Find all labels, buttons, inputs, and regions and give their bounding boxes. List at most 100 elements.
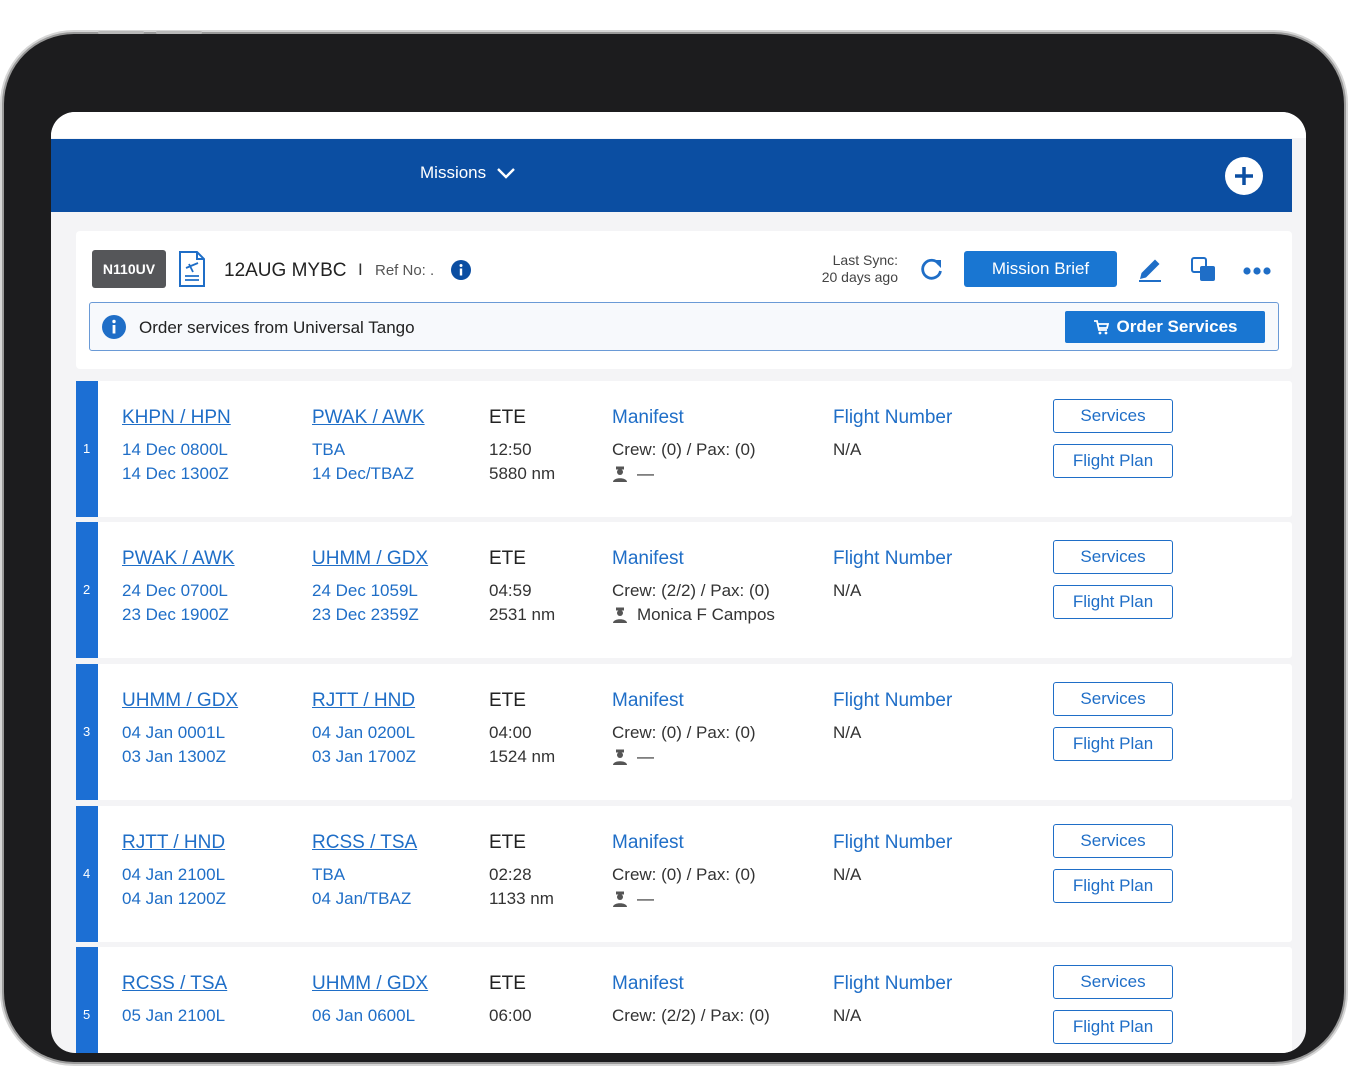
- manifest-column: Manifest Crew: (0) / Pax: (0) —: [612, 690, 756, 767]
- ete-label: ETE: [489, 407, 526, 428]
- flight-number-column: Flight Number N/A: [833, 690, 952, 745]
- info-icon[interactable]: [451, 260, 471, 285]
- flight-number-value: N/A: [833, 865, 862, 884]
- departure-utc-time: 23 Dec 1900Z: [122, 605, 229, 624]
- header-separator: I: [358, 260, 363, 279]
- manifest-column: Manifest Crew: (2/2) / Pax: (0) Monica F…: [612, 548, 775, 625]
- leg-number: 3: [83, 724, 91, 739]
- mission-brief-button[interactable]: Mission Brief: [964, 251, 1117, 287]
- flight-number-value: N/A: [833, 723, 862, 742]
- services-button[interactable]: Services: [1053, 682, 1173, 716]
- mission-content: N110UV 12AUG MYBC I Ref No: . Last Sync:: [76, 231, 1292, 1053]
- departure-airport-link[interactable]: PWAK / AWK: [122, 548, 235, 569]
- crew-pax-count: Crew: (0) / Pax: (0): [612, 440, 756, 459]
- refresh-icon[interactable]: [919, 256, 945, 287]
- crew-member-icon: [613, 607, 627, 623]
- manifest-label[interactable]: Manifest: [612, 548, 684, 569]
- edit-icon[interactable]: [1136, 255, 1164, 288]
- trip-document-icon[interactable]: [177, 250, 207, 293]
- crew-member-icon: [613, 466, 627, 482]
- add-mission-button[interactable]: [1225, 157, 1263, 195]
- arrival-airport-link[interactable]: RCSS / TSA: [312, 832, 418, 853]
- missions-dropdown[interactable]: Missions: [420, 163, 516, 183]
- ete-column: ETE 04:00 1524 nm: [489, 690, 555, 769]
- flight-number-column: Flight Number N/A: [833, 548, 952, 603]
- arrival-airport-link[interactable]: UHMM / GDX: [312, 548, 429, 569]
- ete-label: ETE: [489, 973, 526, 994]
- departure-airport-link[interactable]: UHMM / GDX: [122, 690, 239, 711]
- flight-plan-button[interactable]: Flight Plan: [1053, 444, 1173, 478]
- flight-number-label: Flight Number: [833, 973, 953, 994]
- flight-number-value: N/A: [833, 440, 862, 459]
- crew-member-icon: [613, 749, 627, 765]
- order-banner-text: Order services from Universal Tango: [139, 318, 415, 337]
- leg-number-bar: 5: [76, 947, 98, 1053]
- manifest-column: Manifest Crew: (2/2) / Pax: (0): [612, 973, 770, 1028]
- flight-plan-button[interactable]: Flight Plan: [1053, 1010, 1173, 1044]
- departure-utc-time: 03 Jan 1300Z: [122, 747, 226, 766]
- crew-pax-count: Crew: (2/2) / Pax: (0): [612, 581, 770, 600]
- departure-local-time: 05 Jan 2100L: [122, 1006, 226, 1025]
- arrival-utc-time: 14 Dec/TBAZ: [312, 464, 415, 483]
- arrival-airport-link[interactable]: RJTT / HND: [312, 690, 416, 711]
- departure-airport-link[interactable]: RCSS / TSA: [122, 973, 228, 994]
- tail-number-badge: N110UV: [92, 250, 166, 288]
- top-app-bar: Missions: [51, 139, 1292, 212]
- manifest-label[interactable]: Manifest: [612, 407, 684, 428]
- distance-value: 1133 nm: [489, 889, 554, 908]
- flight-number-label: Flight Number: [833, 690, 953, 711]
- leg-card: 2 PWAK / AWK 24 Dec 0700L 23 Dec 1900Z U…: [76, 522, 1292, 658]
- departure-column: PWAK / AWK 24 Dec 0700L 23 Dec 1900Z: [122, 548, 235, 627]
- ete-column: ETE 04:59 2531 nm: [489, 548, 555, 627]
- tablet-frame: Missions N110UV 12AUG MYBC I Ref: [4, 31, 1344, 1062]
- leg-number: 1: [83, 441, 91, 456]
- flight-number-label: Flight Number: [833, 832, 953, 853]
- ete-value: 04:59: [489, 581, 532, 600]
- manifest-label[interactable]: Manifest: [612, 973, 684, 994]
- services-button[interactable]: Services: [1053, 399, 1173, 433]
- arrival-airport-link[interactable]: PWAK / AWK: [312, 407, 425, 428]
- leg-card: 5 RCSS / TSA 05 Jan 2100L UHMM / GDX 06 …: [76, 947, 1292, 1053]
- crew-name: —: [637, 747, 654, 766]
- departure-airport-link[interactable]: KHPN / HPN: [122, 407, 231, 428]
- arrival-airport-link[interactable]: UHMM / GDX: [312, 973, 429, 994]
- departure-local-time: 14 Dec 0800L: [122, 440, 228, 459]
- ete-value: 04:00: [489, 723, 532, 742]
- order-services-label: Order Services: [1116, 317, 1238, 336]
- leg-card: 1 KHPN / HPN 14 Dec 0800L 14 Dec 1300Z P…: [76, 381, 1292, 517]
- flight-plan-button[interactable]: Flight Plan: [1053, 727, 1173, 761]
- services-button[interactable]: Services: [1053, 965, 1173, 999]
- crew-member-icon: [613, 891, 627, 907]
- departure-utc-time: 14 Dec 1300Z: [122, 464, 229, 483]
- ete-value: 12:50: [489, 440, 532, 459]
- leg-number-bar: 1: [76, 381, 98, 517]
- info-icon: [102, 315, 126, 344]
- flight-number-value: N/A: [833, 1006, 862, 1025]
- crew-pax-count: Crew: (0) / Pax: (0): [612, 865, 756, 884]
- departure-airport-link[interactable]: RJTT / HND: [122, 832, 226, 853]
- trip-name: 12AUG MYBC: [224, 260, 347, 281]
- order-services-banner: Order services from Universal Tango Orde…: [89, 302, 1279, 351]
- distance-value: 1524 nm: [489, 747, 556, 766]
- order-services-button[interactable]: Order Services: [1065, 311, 1265, 343]
- flight-plan-button[interactable]: Flight Plan: [1053, 869, 1173, 903]
- services-button[interactable]: Services: [1053, 540, 1173, 574]
- services-button[interactable]: Services: [1053, 824, 1173, 858]
- copy-icon[interactable]: [1190, 256, 1218, 289]
- departure-column: UHMM / GDX 04 Jan 0001L 03 Jan 1300Z: [122, 690, 238, 769]
- status-strip: [51, 112, 1306, 138]
- ref-number: Ref No: .: [375, 262, 435, 279]
- departure-local-time: 04 Jan 2100L: [122, 865, 226, 884]
- manifest-column: Manifest Crew: (0) / Pax: (0) —: [612, 832, 756, 909]
- more-options-icon[interactable]: [1243, 263, 1271, 281]
- arrival-column: UHMM / GDX 06 Jan 0600L: [312, 973, 428, 1028]
- departure-local-time: 24 Dec 0700L: [122, 581, 228, 600]
- manifest-label[interactable]: Manifest: [612, 832, 684, 853]
- leg-card: 4 RJTT / HND 04 Jan 2100L 04 Jan 1200Z R…: [76, 806, 1292, 942]
- leg-number-bar: 3: [76, 664, 98, 800]
- manifest-label[interactable]: Manifest: [612, 690, 684, 711]
- arrival-column: UHMM / GDX 24 Dec 1059L 23 Dec 2359Z: [312, 548, 428, 627]
- flight-plan-button[interactable]: Flight Plan: [1053, 585, 1173, 619]
- departure-local-time: 04 Jan 0001L: [122, 723, 226, 742]
- departure-column: KHPN / HPN 14 Dec 0800L 14 Dec 1300Z: [122, 407, 231, 486]
